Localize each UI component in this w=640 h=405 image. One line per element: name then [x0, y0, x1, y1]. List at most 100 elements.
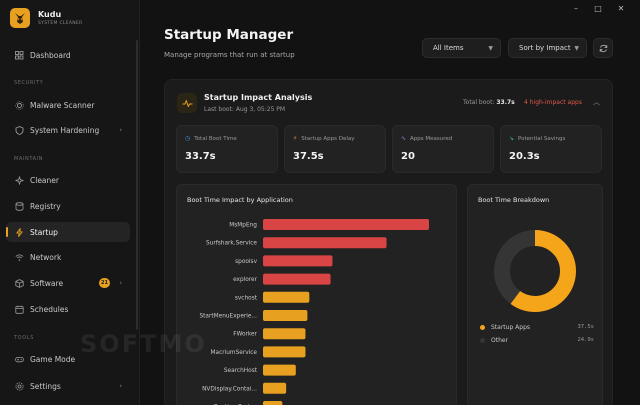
sidebar-item-label: Cleaner: [30, 175, 59, 185]
sidebar-item-software[interactable]: Software 21 ›: [6, 273, 130, 293]
section-tools: TOOLS: [14, 335, 34, 341]
sidebar-item-malware-scanner[interactable]: Malware Scanner: [6, 95, 130, 115]
bar-label: MacriumService: [211, 350, 258, 356]
bar-label: spoolsv: [235, 259, 257, 265]
bar-label: SearchHost: [224, 368, 258, 374]
sidebar-item-registry[interactable]: Registry: [6, 196, 130, 216]
app-name: Kudu: [38, 9, 62, 19]
chevron-down-icon: ▼: [488, 44, 493, 52]
gamepad-icon: [15, 355, 24, 364]
stat-total-boot-time: ◷ Total Boot Time 33.7s: [176, 125, 278, 173]
bar[interactable]: [263, 219, 429, 230]
total-boot-summary: Total boot: 33.7s: [463, 99, 515, 106]
sidebar-item-cleaner[interactable]: Cleaner: [6, 170, 130, 190]
window-maximize-button[interactable]: □: [594, 4, 602, 13]
impact-title: Startup Impact Analysis: [204, 93, 313, 102]
sidebar-scrollbar[interactable]: [136, 40, 138, 330]
sidebar-item-game-mode[interactable]: Game Mode: [6, 349, 130, 369]
legend-label: Startup Apps: [491, 323, 531, 331]
stat-value: 33.7s: [185, 151, 216, 162]
window-minimize-button[interactable]: –: [574, 4, 578, 13]
legend-other: Other 24.9s: [480, 336, 594, 344]
donut-slice[interactable]: [494, 230, 576, 312]
sidebar-item-dashboard[interactable]: Dashboard: [6, 45, 130, 65]
brand: Kudu SYSTEM CLEANER: [10, 8, 82, 28]
refresh-button[interactable]: [593, 38, 613, 58]
sidebar-item-label: Malware Scanner: [30, 100, 95, 110]
sidebar-item-label: Dashboard: [30, 50, 71, 60]
section-maintain: MAINTAIN: [14, 156, 44, 162]
sidebar-item-startup[interactable]: Startup: [6, 222, 130, 242]
clock-icon: ◷: [185, 135, 191, 142]
calendar-icon: [15, 305, 24, 314]
window-close-button[interactable]: ✕: [617, 4, 625, 13]
gear-icon: [15, 100, 24, 110]
bar[interactable]: [263, 328, 306, 340]
bar-label: svchost: [235, 295, 258, 301]
bar[interactable]: [263, 382, 287, 394]
stat-label: Total Boot Time: [194, 135, 237, 142]
section-security: SECURITY: [14, 80, 44, 86]
legend-value: 37.5s: [577, 324, 594, 330]
bar[interactable]: [263, 346, 306, 358]
boot-breakdown-card: Boot Time Breakdown Startup Apps 37.5s O…: [467, 184, 603, 405]
sidebar: Kudu SYSTEM CLEANER Dashboard SECURITY M…: [0, 0, 140, 405]
sidebar-item-label: Game Mode: [30, 354, 76, 364]
bar[interactable]: [263, 273, 331, 285]
stat-potential-savings: ↘ Potential Savings 20.3s: [500, 125, 602, 173]
bar-label: MsMpEng: [229, 223, 257, 229]
sidebar-item-label: System Hardening: [30, 125, 100, 135]
sparkle-icon: [15, 175, 24, 185]
legend-value: 24.9s: [577, 337, 594, 343]
stat-label: Apps Measured: [410, 135, 453, 142]
sort-select[interactable]: Sort by Impact ▼: [508, 38, 587, 58]
boot-impact-bar-chart: MsMpEng Surfshark.Service spoolsv explorer s…: [199, 219, 429, 405]
sidebar-item-label: Registry: [30, 201, 61, 211]
kudu-logo-icon: [10, 8, 30, 28]
sort-select-value: Sort by Impact: [519, 44, 571, 52]
database-icon: [15, 201, 24, 211]
bar[interactable]: [263, 291, 310, 303]
bar[interactable]: [263, 255, 333, 267]
chevron-right-icon: ›: [119, 382, 122, 390]
wifi-icon: [15, 253, 24, 262]
bar[interactable]: [263, 310, 308, 321]
stat-startup-apps-delay: ⚡ Startup Apps Delay 37.5s: [284, 125, 386, 173]
legend-label: Other: [491, 336, 509, 344]
software-update-badge: 21: [99, 278, 110, 288]
pulse-icon: ∿: [401, 135, 407, 142]
stat-value: 20.3s: [509, 151, 540, 162]
filter-select-value: All Items: [433, 44, 464, 52]
app-subtitle: SYSTEM CLEANER: [38, 20, 83, 26]
sidebar-item-settings[interactable]: Settings ›: [6, 376, 130, 396]
collapse-chevron-icon[interactable]: ︿: [593, 98, 600, 106]
watermark: SOFTMO: [80, 330, 207, 358]
boot-impact-chart-card: Boot Time Impact by Application MsMpEng S…: [176, 184, 457, 405]
package-icon: [15, 278, 24, 288]
legend-dot: [480, 324, 485, 330]
bar[interactable]: [263, 364, 296, 376]
sidebar-item-label: Software: [30, 278, 64, 288]
bar[interactable]: [263, 401, 283, 405]
filter-select[interactable]: All Items ▼: [422, 38, 501, 58]
sidebar-item-label: Startup: [30, 227, 58, 237]
page-title: Startup Manager: [164, 27, 294, 43]
bar-label: FWorker: [233, 332, 257, 338]
stat-label: Potential Savings: [518, 135, 566, 142]
bar[interactable]: [263, 237, 387, 249]
stat-value: 37.5s: [293, 151, 324, 162]
sidebar-item-schedules[interactable]: Schedules: [6, 299, 130, 319]
legend-startup-apps: Startup Apps 37.5s: [480, 323, 594, 331]
chevron-down-icon: ▼: [574, 44, 579, 52]
sidebar-item-label: Schedules: [30, 304, 69, 314]
shield-icon: [15, 125, 24, 135]
bar-label: explorer: [233, 277, 258, 283]
breakdown-title: Boot Time Breakdown: [478, 196, 550, 204]
stat-apps-measured: ∿ Apps Measured 20: [392, 125, 494, 173]
trend-icon: ↘: [509, 135, 515, 142]
chevron-right-icon: ›: [119, 126, 122, 134]
sidebar-item-network[interactable]: Network: [6, 247, 130, 267]
sidebar-item-system-hardening[interactable]: System Hardening ›: [6, 120, 130, 140]
bar-label: NVDisplay.Contai...: [202, 386, 257, 392]
refresh-icon: [599, 44, 607, 52]
